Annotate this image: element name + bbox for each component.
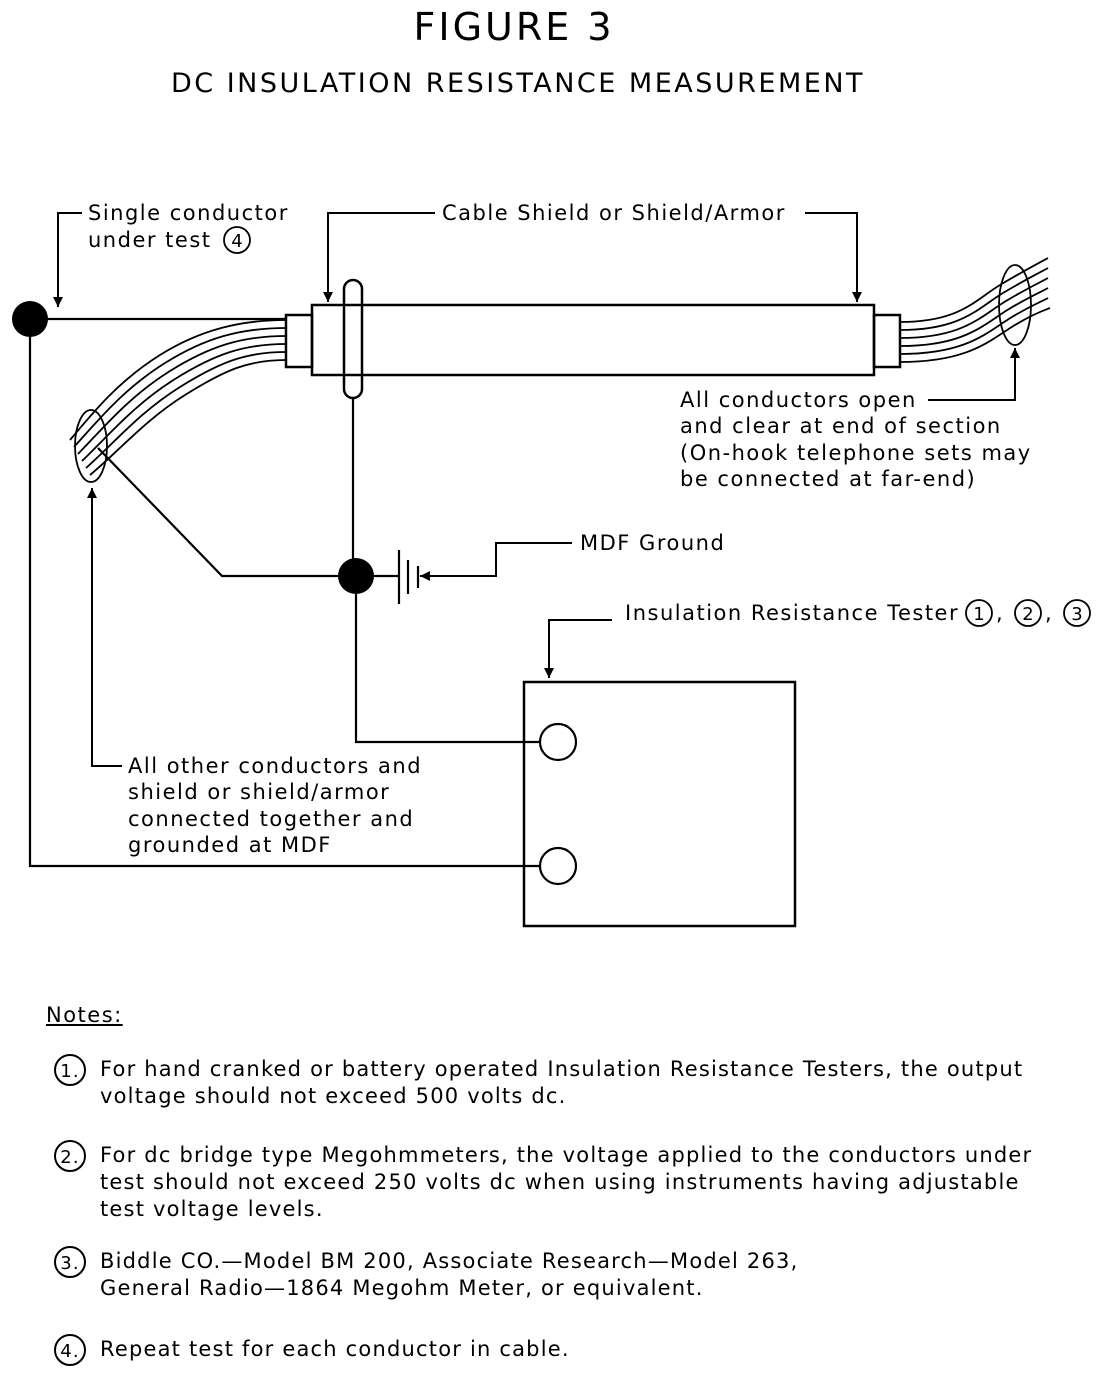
- far-end-label-1: All conductors open: [680, 388, 917, 412]
- far-end-label-4: be connected at far-end): [680, 467, 976, 491]
- tester-note-ref-2: 2: [1022, 604, 1033, 625]
- conductor-to-tester-wire: [28, 319, 540, 868]
- other-conductors-label-3: connected together and: [128, 807, 414, 831]
- right-conductor-bundle: [899, 257, 1051, 363]
- tester-sep-1: ,: [996, 601, 1004, 625]
- note-3-number: 3.: [54, 1246, 86, 1278]
- mdf-ground-symbol: [397, 550, 420, 604]
- far-end-leader: [928, 348, 1020, 401]
- single-conductor-label-2: under test: [88, 228, 212, 252]
- leader-lines: [53, 212, 1020, 767]
- tester-terminal-top: [538, 722, 578, 762]
- cable-right-sleeve: [872, 313, 902, 369]
- left-conductor-bundle: [69, 319, 287, 483]
- note-3-line-1: Biddle CO.—Model BM 200, Associate Resea…: [100, 1249, 799, 1273]
- single-conductor-label-1: Single conductor: [88, 201, 289, 225]
- tester-note-ref-3: 3: [1071, 604, 1082, 625]
- note-2: 2. For dc bridge type Megohmmeters, the …: [54, 1140, 1080, 1223]
- mdf-ground-label: MDF Ground: [580, 531, 725, 555]
- single-conductor-leader: [53, 212, 82, 307]
- note-4-number: 4.: [54, 1334, 86, 1366]
- note-ref-4-marker: [223, 226, 251, 254]
- insulation-resistance-diagram: FIGURE 3 DC INSULATION RESISTANCE MEASUR…: [12, 5, 1091, 928]
- note-1-number: 1.: [54, 1054, 86, 1086]
- note-1-line-1: For hand cranked or battery operated Ins…: [100, 1057, 1024, 1081]
- insulation-resistance-tester: [522, 680, 797, 928]
- shield-leader-right: [805, 212, 862, 302]
- note-4-line-1: Repeat test for each conductor in cable.: [100, 1337, 570, 1361]
- note-3: 3. Biddle CO.—Model BM 200, Associate Re…: [54, 1246, 1080, 1302]
- note-ref-1-marker: [965, 599, 993, 627]
- ground-junction-dot: [338, 558, 374, 594]
- note-2-line-2: test should not exceed 250 volts dc when…: [100, 1170, 1020, 1194]
- note-2-line-3: test voltage levels.: [100, 1197, 324, 1221]
- note-1-line-2: voltage should not exceed 500 volts dc.: [100, 1084, 567, 1108]
- single-conductor-note-ref: 4: [231, 231, 242, 252]
- cable-shield-label: Cable Shield or Shield/Armor: [442, 201, 786, 225]
- conductor-junction-dot: [12, 301, 48, 337]
- shield-bond-clamp: [342, 278, 364, 400]
- note-2-line-1: For dc bridge type Megohmmeters, the vol…: [100, 1143, 1033, 1167]
- cable-left-sleeve: [284, 313, 314, 369]
- figure-subtitle: DC INSULATION RESISTANCE MEASUREMENT: [171, 68, 865, 99]
- other-conductors-leader: [87, 488, 122, 767]
- tester-sep-2: ,: [1045, 601, 1053, 625]
- tester-label: Insulation Resistance Tester: [625, 601, 959, 625]
- far-end-label-2: and clear at end of section: [680, 414, 1002, 438]
- other-conductors-label-2: shield or shield/armor: [128, 780, 390, 804]
- note-2-number: 2.: [54, 1140, 86, 1172]
- bundle-to-ground-wire: [97, 447, 356, 578]
- note-4: 4. Repeat test for each conductor in cab…: [54, 1334, 1080, 1366]
- notes-heading: Notes:: [46, 1003, 123, 1027]
- other-conductors-label-4: grounded at MDF: [128, 833, 332, 857]
- figure-title: FIGURE 3: [414, 5, 615, 49]
- mdf-ground-leader: [420, 542, 572, 581]
- tester-leader: [544, 619, 612, 678]
- shield-leader-left: [323, 212, 435, 302]
- far-end-label-3: (On-hook telephone sets may: [680, 441, 1032, 465]
- ground-to-tester-wire: [354, 576, 540, 744]
- cable: [284, 278, 902, 400]
- tester-terminal-bottom: [538, 846, 578, 886]
- other-conductors-label-1: All other conductors and: [128, 754, 422, 778]
- note-ref-2-marker: [1014, 599, 1042, 627]
- tester-note-ref-1: 1: [973, 604, 984, 625]
- note-ref-3-marker: [1063, 599, 1091, 627]
- cable-shield-body: [310, 303, 876, 377]
- note-3-line-2: General Radio—1864 Megohm Meter, or equi…: [100, 1276, 704, 1300]
- wiring: [28, 317, 540, 868]
- note-1: 1. For hand cranked or battery operated …: [54, 1054, 1080, 1110]
